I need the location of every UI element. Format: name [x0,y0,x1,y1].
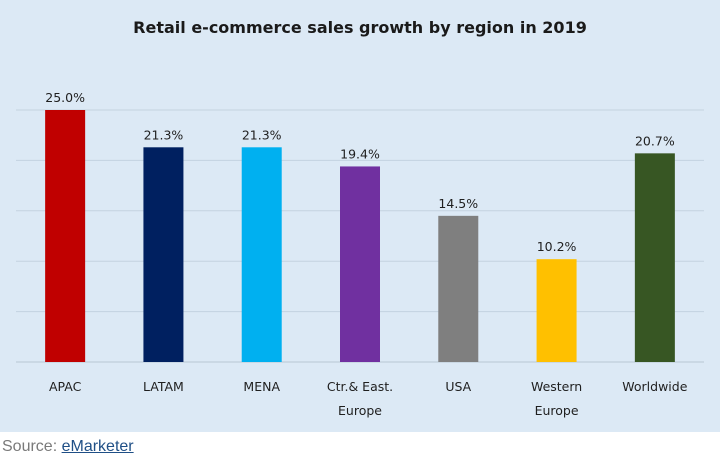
data-label: 21.3% [242,127,282,142]
tick-label: MENA [243,379,280,394]
chart-panel: Retail e-commerce sales growth by region… [0,0,720,432]
source-caption: Source: eMarketer [2,438,134,456]
source-link[interactable]: eMarketer [61,438,134,455]
data-label: 25.0% [45,90,85,105]
data-label: 14.5% [438,196,478,211]
chart-title: Retail e-commerce sales growth by region… [133,18,587,37]
tick-label: Worldwide [622,379,687,394]
tick-label: APAC [49,379,82,394]
data-label: 20.7% [635,133,675,148]
tick-label: USA [445,379,471,394]
bar [45,110,86,362]
tick-label: Ctr.& East. Europe [327,379,393,418]
data-label: 21.3% [144,127,184,142]
category-labels: APAC LATAM MENA Ctr.& East. Europe USA Western… [49,379,688,418]
bar [634,153,675,362]
bar-chart: Retail e-commerce sales growth by region… [16,18,704,418]
bar [438,215,479,362]
bar [340,166,380,362]
tick-label: LATAM [143,379,184,394]
bars [45,110,675,362]
tick-label: Western Europe [531,379,582,418]
bar [143,147,184,362]
data-label: 10.2% [537,239,577,254]
bar [536,259,577,362]
bar [241,147,282,362]
value-labels: 25.0% 21.3% 21.3% 19.4% 14.5% 10.2% 20.7% [45,90,675,254]
data-label: 19.4% [340,146,380,161]
source-prefix: Source: [2,438,62,455]
